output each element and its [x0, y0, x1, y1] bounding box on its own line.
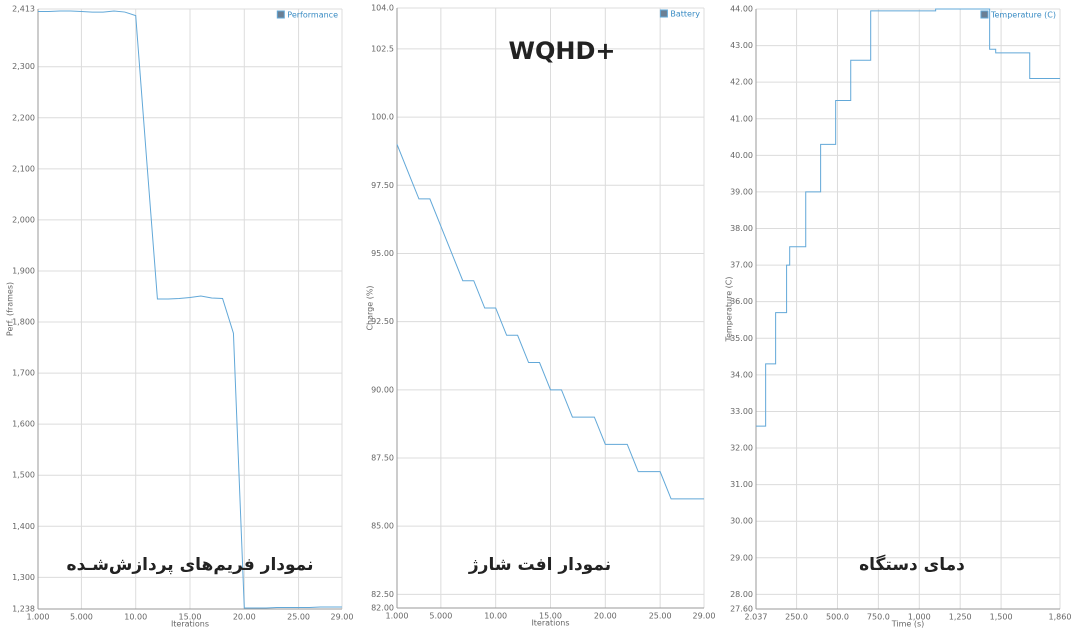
y-tick-label: 1,238: [12, 605, 35, 614]
x-tick-label: 1.000: [386, 612, 409, 621]
annotation: دمای دستگاه: [859, 554, 965, 575]
legend-swatch: [980, 10, 989, 19]
x-tick-label: 29.00: [693, 612, 716, 621]
y-tick-label: 40.00: [730, 151, 753, 160]
y-tick-label: 28.00: [730, 590, 753, 599]
x-tick-label: 5.000: [429, 612, 452, 621]
x-axis-label: Iterations: [531, 619, 569, 628]
legend-label: Temperature (C): [990, 11, 1056, 20]
y-tick-label: 2,200: [12, 113, 35, 122]
y-tick-label: 1,300: [12, 573, 35, 582]
x-tick-label: 5.000: [70, 613, 93, 622]
x-tick-label: 10.00: [124, 613, 147, 622]
y-tick-label: 97.50: [371, 181, 394, 190]
y-tick-label: 36.00: [730, 297, 753, 306]
x-tick-label: 10.00: [484, 612, 507, 621]
y-tick-label: 44.00: [730, 5, 753, 14]
y-axis-label: Temperature (C): [725, 276, 734, 342]
y-tick-label: 41.00: [730, 114, 753, 123]
legend-label: Performance: [287, 11, 338, 20]
x-tick-label: 29.00: [331, 613, 354, 622]
x-tick-label: 1,250: [949, 613, 972, 622]
y-tick-label: 1,500: [12, 471, 35, 480]
y-tick-label: 100.0: [371, 113, 394, 122]
y-tick-label: 33.00: [730, 407, 753, 416]
y-tick-label: 30.00: [730, 517, 753, 526]
y-tick-label: 90.00: [371, 385, 394, 394]
annotation: WQHD+: [509, 37, 616, 65]
y-tick-label: 104.0: [371, 4, 394, 13]
x-tick-label: 20.00: [594, 612, 617, 621]
x-tick-label: 15.00: [539, 612, 562, 621]
y-axis-label: Perf. (frames): [6, 282, 15, 336]
x-tick-label: 750.0: [867, 613, 890, 622]
y-tick-label: 34.00: [730, 370, 753, 379]
y-tick-label: 42.00: [730, 78, 753, 87]
legend-swatch: [659, 9, 668, 18]
x-tick-label: 15.00: [179, 613, 202, 622]
y-tick-label: 87.50: [371, 454, 394, 463]
x-tick-label: 20.00: [233, 613, 256, 622]
y-tick-label: 2,300: [12, 62, 35, 71]
y-tick-label: 95.00: [371, 249, 394, 258]
y-tick-label: 92.50: [371, 317, 394, 326]
y-tick-label: 27.60: [730, 605, 753, 614]
y-tick-label: 2,413: [12, 5, 35, 14]
y-tick-label: 2,100: [12, 164, 35, 173]
data-line: [396, 144, 704, 500]
y-tick-label: 35.00: [730, 334, 753, 343]
y-tick-label: 2,000: [12, 215, 35, 224]
y-tick-label: 43.00: [730, 41, 753, 50]
y-tick-label: 1,700: [12, 369, 35, 378]
y-tick-label: 32.00: [730, 444, 753, 453]
y-tick-label: 38.00: [730, 224, 753, 233]
x-axis-label: Iterations: [171, 620, 209, 628]
y-tick-label: 85.00: [371, 522, 394, 531]
y-axis-label: Charge (%): [366, 285, 375, 330]
legend-label: Battery: [670, 10, 700, 19]
x-tick-label: 1,000: [908, 613, 931, 622]
y-tick-label: 31.00: [730, 480, 753, 489]
x-tick-label: 2.037: [745, 613, 768, 622]
data-line: [38, 10, 342, 609]
x-tick-label: 250.0: [785, 613, 808, 622]
annotation: نمودار فریم‌های پردازش‌شـده: [67, 555, 314, 575]
y-tick-label: 1,800: [12, 318, 35, 327]
annotation: نمودار افت شارژ: [468, 555, 611, 575]
y-tick-label: 29.00: [730, 553, 753, 562]
x-tick-label: 25.00: [649, 612, 672, 621]
x-tick-label: 25.00: [287, 613, 310, 622]
y-tick-label: 39.00: [730, 187, 753, 196]
x-tick-label: 1,500: [990, 613, 1013, 622]
y-tick-label: 1,400: [12, 522, 35, 531]
y-tick-label: 82.00: [371, 604, 394, 613]
y-tick-label: 1,600: [12, 420, 35, 429]
y-tick-label: 82.50: [371, 590, 394, 599]
y-tick-label: 102.5: [371, 44, 394, 53]
x-tick-label: 1.000: [27, 613, 50, 622]
y-tick-label: 1,900: [12, 266, 35, 275]
x-axis-label: Time (s): [891, 620, 925, 628]
x-tick-label: 1,860: [1049, 613, 1072, 622]
data-line: [756, 8, 1060, 427]
x-tick-label: 500.0: [826, 613, 849, 622]
legend-swatch: [276, 10, 285, 19]
y-tick-label: 37.00: [730, 261, 753, 270]
